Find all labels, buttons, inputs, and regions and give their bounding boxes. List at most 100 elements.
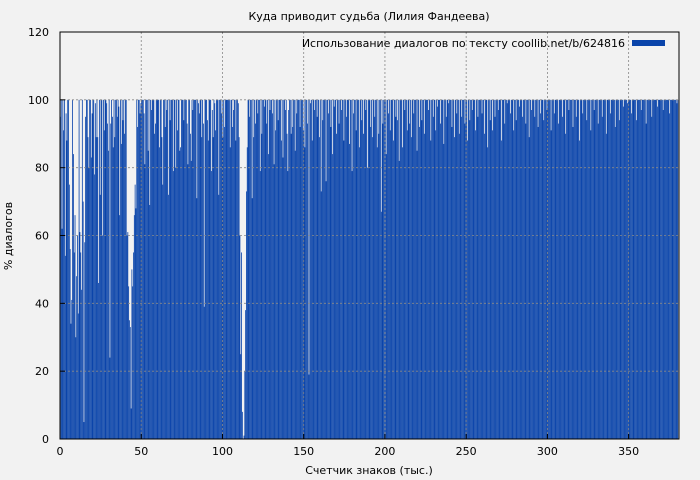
bar: [262, 99, 264, 439]
y-tick-label: 80: [35, 162, 49, 175]
bar: [111, 116, 113, 439]
bar: [644, 99, 645, 439]
bar: [627, 99, 629, 439]
bar: [406, 99, 407, 439]
bar: [543, 120, 545, 440]
bar: [503, 99, 505, 439]
bar: [322, 120, 324, 440]
bar: [671, 99, 673, 439]
bar: [305, 99, 307, 439]
bar: [186, 123, 188, 439]
bar: [457, 99, 459, 439]
bar: [167, 99, 169, 439]
bar: [243, 435, 245, 439]
bar: [121, 99, 123, 439]
bar: [275, 130, 277, 440]
bar: [129, 320, 130, 439]
bar: [198, 113, 200, 440]
bar: [518, 99, 519, 439]
bar: [488, 99, 489, 439]
bar: [533, 99, 535, 439]
bar: [192, 110, 194, 439]
bar: [276, 99, 277, 439]
bar: [106, 103, 108, 439]
bar: [279, 99, 281, 439]
bar: [112, 147, 114, 439]
bar: [346, 99, 348, 439]
bar: [598, 99, 600, 439]
bar: [423, 133, 425, 439]
y-tick-label: 40: [35, 297, 49, 310]
bar: [246, 191, 247, 439]
bar: [413, 113, 415, 440]
bar: [386, 99, 388, 439]
bar: [362, 99, 363, 439]
bar: [150, 110, 152, 439]
bar: [98, 282, 99, 439]
bar: [237, 103, 239, 439]
bar: [263, 106, 265, 440]
bar: [116, 116, 118, 439]
bar: [373, 99, 375, 439]
bar: [76, 276, 78, 439]
bar: [174, 99, 176, 439]
bar: [635, 120, 637, 440]
bar: [638, 99, 640, 439]
bar: [518, 106, 520, 440]
bar: [553, 113, 555, 440]
bar: [623, 99, 625, 439]
bar: [124, 99, 126, 439]
bar: [477, 116, 479, 439]
bar: [140, 103, 142, 439]
bar: [524, 99, 526, 439]
bar: [522, 116, 524, 439]
bar: [130, 408, 132, 439]
bar: [434, 99, 436, 439]
bar: [189, 99, 190, 439]
bar: [407, 99, 409, 439]
bar: [404, 110, 406, 439]
bar: [116, 99, 117, 439]
bar: [236, 99, 238, 439]
bar: [596, 99, 597, 439]
bar: [306, 123, 308, 439]
bar: [229, 147, 231, 439]
bar: [222, 137, 224, 439]
bar: [320, 191, 322, 439]
bar: [570, 99, 572, 439]
bar: [377, 99, 379, 439]
bar: [621, 99, 623, 439]
bar: [284, 99, 286, 439]
bar: [308, 374, 310, 439]
bar: [640, 110, 642, 439]
x-axis-label: Счетчик знаков (тыс.): [305, 464, 433, 477]
bar: [459, 99, 461, 439]
bar: [605, 99, 606, 439]
bar: [501, 99, 503, 439]
bar: [588, 99, 590, 439]
bar: [294, 150, 296, 439]
bar: [475, 130, 476, 440]
bar: [307, 99, 309, 439]
bar: [389, 99, 390, 439]
bar: [523, 99, 524, 439]
bar: [552, 99, 554, 439]
bar: [69, 249, 71, 439]
bar: [64, 255, 66, 439]
bar: [133, 252, 134, 439]
bar: [615, 99, 617, 439]
bar: [393, 99, 395, 439]
bar: [81, 99, 83, 439]
bar: [565, 133, 567, 439]
bar: [251, 198, 253, 439]
bar: [324, 99, 325, 439]
bar: [511, 99, 513, 439]
bar: [585, 99, 587, 439]
bar: [436, 99, 437, 439]
bar: [519, 99, 521, 439]
bar: [610, 99, 612, 439]
bar: [117, 99, 119, 439]
bar: [162, 184, 164, 440]
bar: [660, 99, 662, 439]
